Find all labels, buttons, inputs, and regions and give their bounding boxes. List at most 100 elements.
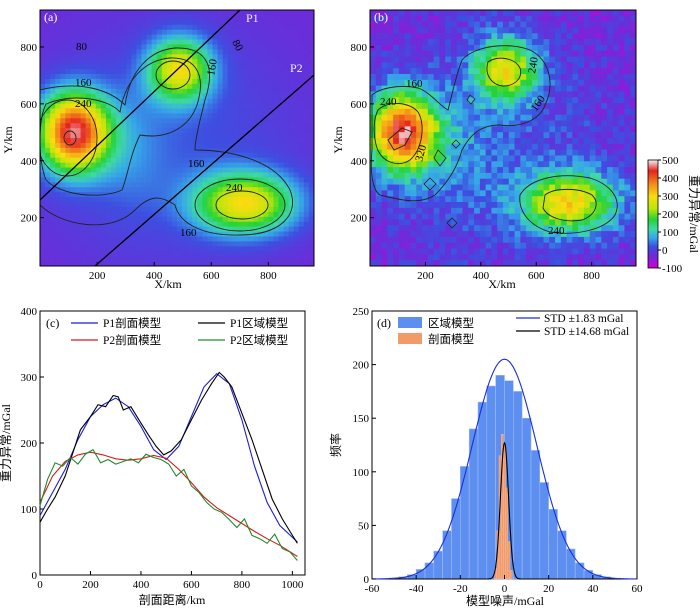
heatmap-cell [268,19,274,26]
heatmap-cell [456,219,464,226]
heatmap-cell [40,226,46,233]
heatmap-cell [207,138,214,144]
heatmap-cell [237,88,244,95]
heatmap-cell [237,241,244,247]
heatmap-cell [531,56,539,63]
heatmap-cell [136,197,143,203]
heatmap-cell [303,177,310,183]
heatmap-cell [268,10,274,16]
heatmap-cell [474,260,481,266]
heatmap-cell [381,161,388,168]
heatmap-cell [187,64,193,70]
heatmap-cell [253,88,259,95]
heatmap-cell [508,91,516,98]
heatmap-cell [217,251,224,257]
heatmap-cell [121,34,127,41]
heatmap-cell [601,97,608,104]
heatmap-cell [146,128,153,134]
heatmap-cell [258,142,264,149]
heatmap-cell [126,206,132,213]
heatmap-cell [131,49,137,55]
heatmap-cell [232,192,239,198]
heatmap-cell [50,162,56,169]
heatmap-cell [283,187,290,193]
heatmap-cell [398,74,406,81]
heatmap-cell [242,74,249,80]
heatmap-cell [202,98,209,105]
heatmap-cell [65,123,72,129]
heatmap-cell [278,177,285,183]
heatmap-cell [232,216,239,223]
heatmap-cell [508,155,516,162]
heatmap-cell [555,108,562,116]
heatmap-cell [520,260,527,266]
heatmap-cell [105,39,112,46]
heatmap-cell [40,74,46,80]
heatmap-cell [607,126,614,133]
heatmap-cell [595,68,602,75]
heatmap-cell [248,147,254,154]
heatmap-cell [237,64,244,70]
heatmap-cell [217,113,224,119]
heatmap-cell [253,182,259,188]
heatmap-cell [237,98,244,105]
heatmap-cell [288,49,295,55]
heatmap-cell [171,34,178,41]
heatmap-cell [485,120,493,127]
heatmap-cell [537,79,545,87]
heatmap-cell [303,231,310,238]
heatmap-cell [131,78,137,85]
heatmap-cell [177,19,183,26]
heatmap-cell [283,206,290,213]
heatmap-cell [555,27,562,34]
heatmap-cell [126,88,132,95]
heatmap-cell [60,34,66,41]
heatmap-cell [80,138,87,144]
heatmap-cell [182,251,188,257]
heatmap-cell [601,184,608,191]
heatmap-cell [253,29,259,36]
heatmap-cell [192,93,198,100]
heatmap-cell [578,213,585,221]
heatmap-cell [555,103,562,110]
heatmap-cell [207,108,214,114]
heatmap-cell [161,251,168,257]
bar-region [459,466,470,580]
heatmap-cell [595,97,602,104]
heatmap-cell [549,236,556,244]
heatmap-cell [263,10,269,16]
heatmap-cell [474,231,481,238]
heatmap-cell [293,10,300,16]
heatmap-cell [121,152,127,159]
heatmap-cell [242,147,249,154]
heatmap-cell [288,142,295,149]
heatmap-cell [618,155,626,162]
heatmap-cell [370,108,377,116]
heatmap-cell [217,64,224,70]
heatmap-cell [65,211,72,218]
heatmap-cell [404,120,412,127]
heatmap-cell [578,10,585,17]
heatmap-cell [146,261,153,266]
heatmap-cell [65,197,72,203]
heatmap-cell [508,85,516,93]
heatmap-cell [537,178,545,186]
heatmap-cell [308,118,314,124]
heatmap-cell [212,236,219,242]
heatmap-cell [393,225,400,232]
heatmap-cell [624,219,631,226]
heatmap-cell [258,152,264,159]
heatmap-cell [116,29,122,36]
heatmap-cell [126,246,132,252]
heatmap-cell [136,19,143,26]
heatmap-cell [232,49,239,55]
heatmap-cell [40,54,46,60]
heatmap-cell [468,172,475,180]
heatmap-cell [479,132,487,139]
heatmap-cell [298,10,305,16]
heatmap-cell [45,118,51,124]
heatmap-cell [242,19,249,26]
heatmap-cell [268,24,274,31]
heatmap-cell [410,155,417,162]
heatmap-cell [182,24,188,31]
